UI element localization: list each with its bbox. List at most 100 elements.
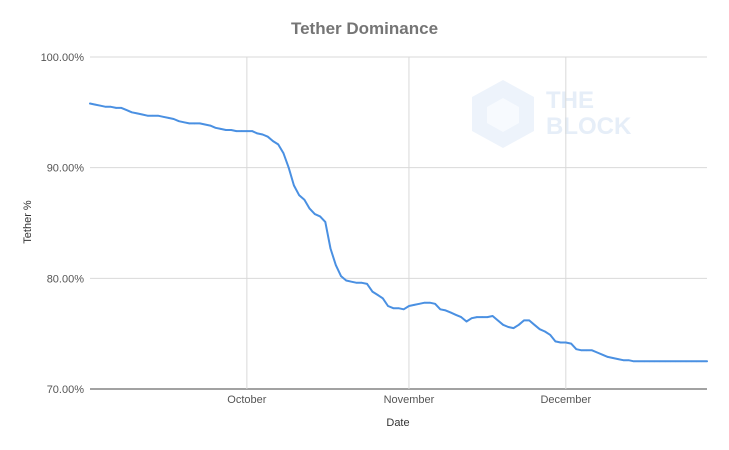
data-point (533, 324, 536, 326)
data-point (591, 349, 593, 352)
data-point (104, 106, 107, 108)
data-point (277, 143, 280, 146)
data-point (355, 282, 358, 284)
data-point (204, 123, 206, 126)
data-point (538, 328, 541, 331)
data-point (502, 324, 504, 326)
data-point (219, 128, 222, 130)
data-point (685, 360, 687, 363)
data-point (606, 356, 609, 358)
data-point (565, 341, 567, 344)
data-point (418, 303, 421, 305)
series-layer (89, 102, 708, 363)
data-point (308, 207, 311, 210)
data-point (230, 129, 232, 131)
data-point (648, 360, 651, 363)
data-point (549, 334, 551, 336)
data-point (261, 133, 264, 136)
data-point (214, 127, 217, 129)
data-point (199, 122, 201, 125)
data-point (256, 132, 259, 135)
data-point (167, 117, 170, 119)
grid (90, 56, 707, 390)
data-point (627, 359, 630, 362)
data-point (209, 124, 212, 127)
data-point (585, 349, 588, 352)
data-point (361, 282, 363, 284)
data-point (178, 120, 180, 122)
watermark-cube-icon (487, 98, 519, 132)
data-point (319, 215, 321, 218)
data-point (110, 106, 112, 108)
data-point (465, 320, 468, 323)
data-point (94, 103, 96, 106)
watermark-text-line1: THE (546, 87, 594, 114)
data-point (329, 247, 332, 250)
data-point (544, 330, 546, 333)
y-axis-ticks: 70.00% 80.00% 90.00% 100.00% (41, 52, 85, 396)
data-point (701, 360, 703, 363)
x-axis-ticks: October November December (227, 394, 591, 406)
y-axis-title: Tether % (22, 200, 34, 244)
x-tick-label-1: November (384, 394, 435, 406)
data-point (617, 358, 619, 360)
data-point (596, 351, 598, 354)
data-point (612, 357, 614, 359)
x-axis-title: Date (386, 417, 409, 429)
data-point (622, 359, 625, 362)
data-point (518, 324, 520, 326)
data-point (287, 166, 290, 169)
data-point (580, 349, 583, 352)
data-point (470, 317, 473, 320)
data-point (570, 342, 572, 345)
data-point (141, 113, 144, 116)
data-point (115, 107, 117, 109)
data-point (460, 316, 463, 318)
data-point (554, 340, 557, 343)
x-tick-label-0: October (227, 394, 266, 406)
data-point (382, 297, 384, 300)
data-point (523, 319, 525, 322)
data-point (643, 360, 646, 363)
data-point (476, 316, 478, 318)
data-point (350, 280, 353, 283)
data-point (481, 316, 484, 318)
data-point (146, 114, 149, 117)
y-tick-label-0: 70.00% (47, 384, 85, 396)
data-point (497, 319, 499, 322)
watermark-text-line2: BLOCK (546, 113, 632, 140)
data-point (240, 130, 243, 132)
data-point (131, 111, 133, 114)
data-point (125, 109, 128, 111)
data-point (314, 213, 316, 215)
y-tick-label-3: 100.00% (41, 52, 85, 64)
data-point (136, 112, 138, 115)
data-point (397, 307, 400, 310)
data-point (413, 304, 416, 306)
data-point (267, 135, 269, 138)
data-point (601, 353, 604, 356)
data-point (512, 327, 515, 329)
data-point (371, 290, 374, 293)
data-point (491, 315, 494, 317)
data-point (246, 130, 248, 132)
data-point (272, 140, 274, 142)
data-point (423, 301, 426, 304)
data-point (528, 319, 530, 322)
data-point (282, 152, 285, 155)
data-point (695, 360, 698, 363)
data-point (193, 122, 196, 125)
data-point (235, 130, 238, 132)
data-point (408, 305, 410, 307)
data-point (659, 360, 661, 363)
data-point (392, 307, 395, 310)
data-point (450, 311, 452, 314)
x-tick-label-2: December (540, 394, 591, 406)
data-point (99, 104, 102, 107)
data-point (151, 114, 154, 117)
data-point (434, 303, 436, 305)
series-points-0 (89, 102, 708, 363)
data-point (387, 305, 389, 307)
